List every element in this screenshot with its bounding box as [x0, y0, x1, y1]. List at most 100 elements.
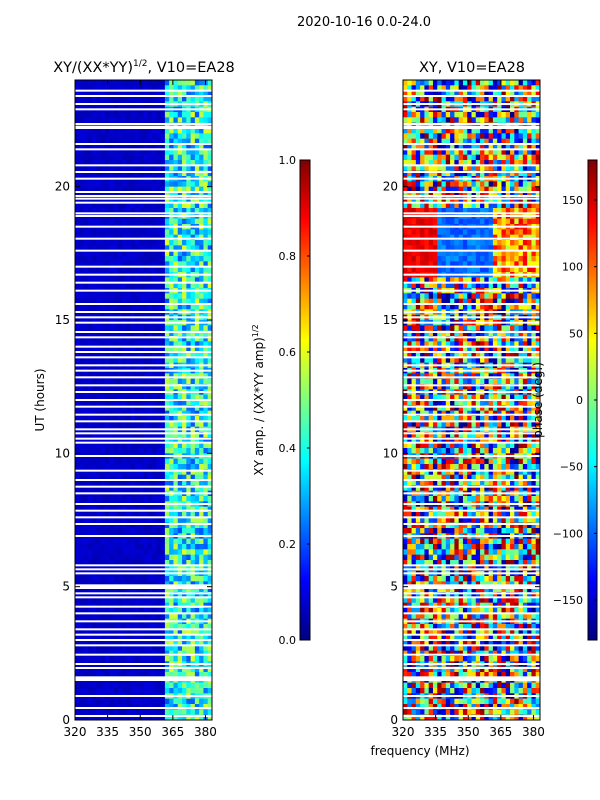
heatmap-cell: [186, 672, 191, 678]
heatmap-cell: [182, 357, 187, 364]
heatmap-cell: [450, 229, 455, 236]
heatmap-cell: [510, 202, 515, 209]
heatmap-cell: [169, 522, 174, 529]
heatmap-cell: [134, 298, 140, 305]
heatmap-cell: [96, 517, 102, 524]
heatmap-cell: [531, 112, 537, 118]
heatmap-cell: [126, 378, 132, 385]
heatmap-cell: [203, 266, 209, 273]
heatmap-cell: [492, 181, 498, 188]
heatmap-cell: [79, 704, 84, 710]
heatmap-cell: [147, 293, 153, 300]
heatmap-cell: [83, 448, 89, 454]
heatmap-cell: [514, 80, 519, 86]
heatmap-cell: [462, 218, 468, 225]
heatmap-cell: [96, 341, 102, 348]
heatmap-cell: [488, 85, 494, 92]
heatmap-cell: [79, 650, 84, 657]
heatmap-cell: [134, 592, 140, 598]
heatmap-cell: [92, 112, 97, 118]
heatmap-cell: [169, 437, 174, 444]
heatmap-cell: [113, 240, 119, 246]
heatmap-cell: [484, 240, 490, 246]
heatmap-cell: [147, 682, 153, 689]
heatmap-cell: [130, 234, 136, 241]
heatmap-cell: [117, 133, 123, 140]
heatmap-cell: [186, 325, 191, 332]
heatmap-cell: [454, 117, 460, 124]
heatmap-cell: [497, 202, 502, 209]
heatmap-cell: [471, 133, 477, 140]
heatmap-cell: [156, 544, 162, 550]
heatmap-cell: [122, 640, 127, 646]
heatmap-cell: [152, 714, 157, 721]
heatmap-cell: [207, 586, 213, 593]
heatmap-cell: [152, 432, 157, 438]
heatmap-cell: [109, 304, 114, 310]
heatmap-cell: [109, 250, 114, 257]
heatmap-cell: [488, 170, 494, 177]
heatmap-cell: [143, 469, 149, 476]
heatmap-cell: [480, 240, 485, 246]
heatmap-cell: [79, 160, 84, 166]
heatmap-cell: [75, 400, 80, 406]
heatmap-cell: [484, 218, 490, 225]
heatmap-cell: [156, 602, 162, 609]
heatmap-cell: [186, 576, 191, 582]
heatmap-cell: [122, 458, 127, 465]
heatmap-cell: [194, 240, 200, 246]
heatmap-cell: [169, 421, 174, 428]
heatmap-cell: [109, 698, 114, 705]
heatmap-cell: [403, 170, 408, 177]
heatmap-cell: [169, 330, 174, 337]
heatmap-cell: [190, 357, 196, 364]
heatmap-cell: [173, 512, 179, 518]
heatmap-cell: [445, 181, 451, 188]
heatmap-cell: [164, 672, 170, 678]
x-tick-label: 365: [161, 725, 184, 739]
heatmap-cell: [462, 149, 468, 156]
heatmap-cell: [143, 352, 149, 358]
heatmap-cell: [87, 256, 93, 262]
heatmap-cell: [177, 160, 183, 166]
heatmap-cell: [96, 336, 102, 342]
heatmap-cell: [445, 112, 451, 118]
heatmap-cell: [415, 218, 421, 225]
heatmap-cell: [514, 181, 519, 188]
heatmap-cell: [177, 485, 183, 492]
heatmap-cell: [203, 506, 209, 513]
heatmap-cell: [156, 160, 162, 166]
heatmap-cell: [441, 208, 447, 214]
heatmap-cell: [199, 250, 204, 257]
heatmap-cell: [173, 517, 179, 524]
heatmap-cell: [403, 165, 408, 172]
heatmap-cell: [160, 528, 166, 534]
heatmap-cell: [134, 485, 140, 492]
heatmap-cell: [92, 416, 97, 422]
heatmap-cell: [100, 266, 106, 273]
heatmap-cell: [194, 634, 200, 641]
heatmap-cell: [177, 576, 183, 582]
heatmap-cell: [480, 234, 485, 241]
heatmap-cell: [432, 186, 438, 193]
heatmap-cell: [160, 442, 166, 449]
heatmap-cell: [522, 133, 528, 140]
heatmap-cell: [143, 554, 149, 561]
heatmap-cell: [428, 192, 434, 198]
heatmap-cell: [139, 517, 144, 524]
flagged-row: [75, 164, 212, 167]
heatmap-cell: [471, 229, 477, 236]
heatmap-cell: [492, 218, 498, 225]
heatmap-cell: [109, 245, 114, 252]
heatmap-cell: [207, 197, 213, 204]
heatmap-cell: [445, 170, 451, 177]
heatmap-cell: [173, 186, 179, 193]
heatmap-cell: [100, 256, 106, 262]
heatmap-cell: [156, 256, 162, 262]
heatmap-cell: [122, 357, 127, 364]
heatmap-cell: [160, 597, 166, 604]
heatmap-cell: [492, 234, 498, 241]
heatmap-cell: [160, 544, 166, 550]
heatmap-cell: [505, 160, 511, 166]
heatmap-cell: [411, 202, 417, 209]
